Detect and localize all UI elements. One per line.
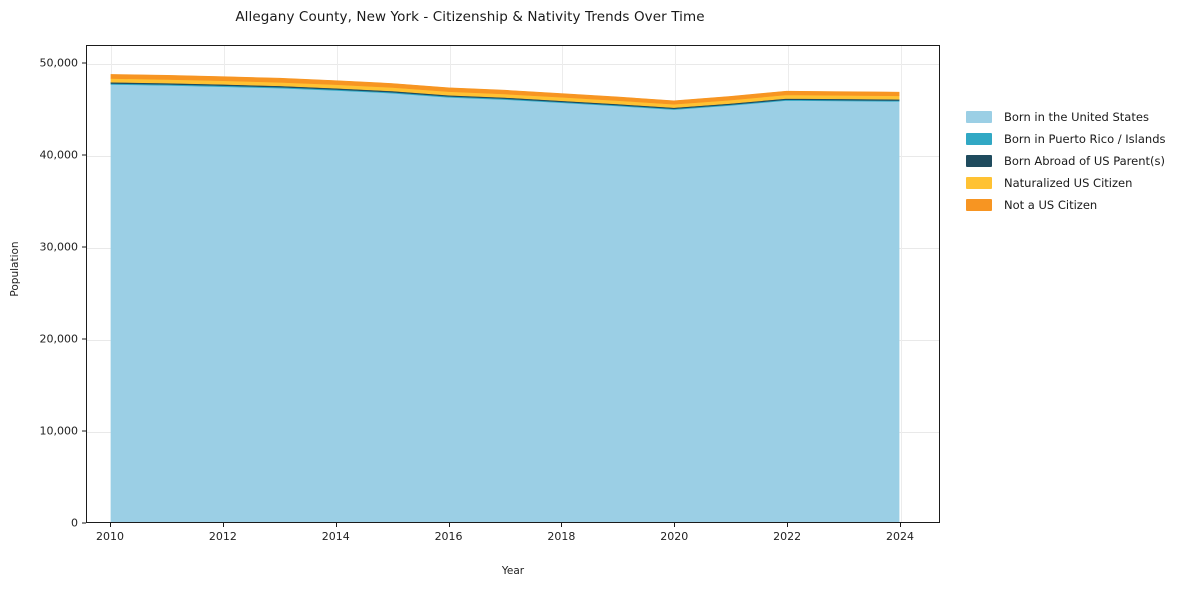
legend-label: Naturalized US Citizen bbox=[1004, 176, 1133, 190]
legend-item[interactable]: Born in the United States bbox=[966, 106, 1181, 128]
x-axis-tick-label: 2018 bbox=[547, 530, 576, 543]
chart-title: Allegany County, New York - Citizenship … bbox=[235, 9, 705, 25]
x-axis-tick-mark bbox=[900, 523, 901, 527]
x-axis-tick-label: 2014 bbox=[321, 530, 350, 543]
x-axis-tick-label: 2012 bbox=[208, 530, 237, 543]
y-axis-tick-mark bbox=[82, 522, 86, 524]
legend-label: Born Abroad of US Parent(s) bbox=[1004, 154, 1165, 168]
y-axis-tick-label: 0 bbox=[71, 516, 78, 530]
y-axis-label: Population bbox=[9, 241, 21, 297]
x-axis-label: Year bbox=[501, 565, 525, 577]
y-axis-tick-label: 10,000 bbox=[39, 424, 79, 438]
y-axis-tick-mark bbox=[82, 246, 86, 248]
y-axis-tick-label: 30,000 bbox=[39, 240, 79, 254]
x-axis-tick-mark bbox=[448, 523, 450, 527]
legend-item[interactable]: Not a US Citizen bbox=[966, 194, 1181, 216]
legend-swatch bbox=[966, 199, 992, 211]
legend-item[interactable]: Naturalized US Citizen bbox=[966, 172, 1181, 194]
x-axis-tick-label: 2010 bbox=[96, 530, 124, 543]
chart-legend: Born in the United States Born in Puerto … bbox=[966, 106, 1181, 216]
legend-label: Not a US Citizen bbox=[1004, 198, 1098, 212]
gridline-horizontal bbox=[87, 64, 939, 66]
x-axis-tick-label: 2020 bbox=[660, 530, 689, 543]
legend-swatch bbox=[966, 111, 992, 123]
legend-swatch bbox=[966, 155, 992, 167]
x-axis-tick-label: 2022 bbox=[773, 530, 802, 543]
legend-item[interactable]: Born Abroad of US Parent(s) bbox=[966, 150, 1181, 172]
legend-label: Born in the United States bbox=[1004, 110, 1149, 124]
stacked-area-series bbox=[110, 74, 900, 522]
x-axis-tick-mark bbox=[110, 523, 111, 527]
x-axis-tick-mark bbox=[674, 523, 676, 527]
legend-swatch bbox=[966, 133, 992, 145]
x-axis-tick-mark bbox=[787, 523, 789, 527]
area-series bbox=[110, 84, 900, 522]
y-axis-tick-label: 50,000 bbox=[39, 56, 79, 70]
y-axis-tick-mark bbox=[82, 430, 86, 432]
y-axis-tick-mark bbox=[82, 62, 86, 64]
y-axis-tick-label: 40,000 bbox=[39, 148, 79, 162]
y-axis-tick-mark bbox=[82, 338, 86, 340]
legend-item[interactable]: Born in Puerto Rico / Islands bbox=[966, 128, 1181, 150]
y-axis-tick-mark bbox=[82, 154, 86, 156]
area-series bbox=[110, 74, 900, 105]
legend-label: Born in Puerto Rico / Islands bbox=[1004, 132, 1166, 146]
y-axis-tick-label: 20,000 bbox=[39, 332, 79, 346]
legend-swatch bbox=[966, 177, 992, 189]
gridline-vertical bbox=[901, 46, 902, 522]
x-axis-tick-mark bbox=[222, 523, 224, 527]
x-axis-tick-mark bbox=[335, 523, 337, 527]
y-axis-tick-labels: 0 10,000 20,000 30,000 40,000 50,000 bbox=[8, 45, 79, 530]
x-axis-tick-label: 2016 bbox=[434, 530, 463, 543]
x-axis-tick-mark bbox=[561, 523, 563, 527]
x-axis-tick-label: 2024 bbox=[886, 530, 914, 543]
plot-area bbox=[86, 45, 940, 523]
